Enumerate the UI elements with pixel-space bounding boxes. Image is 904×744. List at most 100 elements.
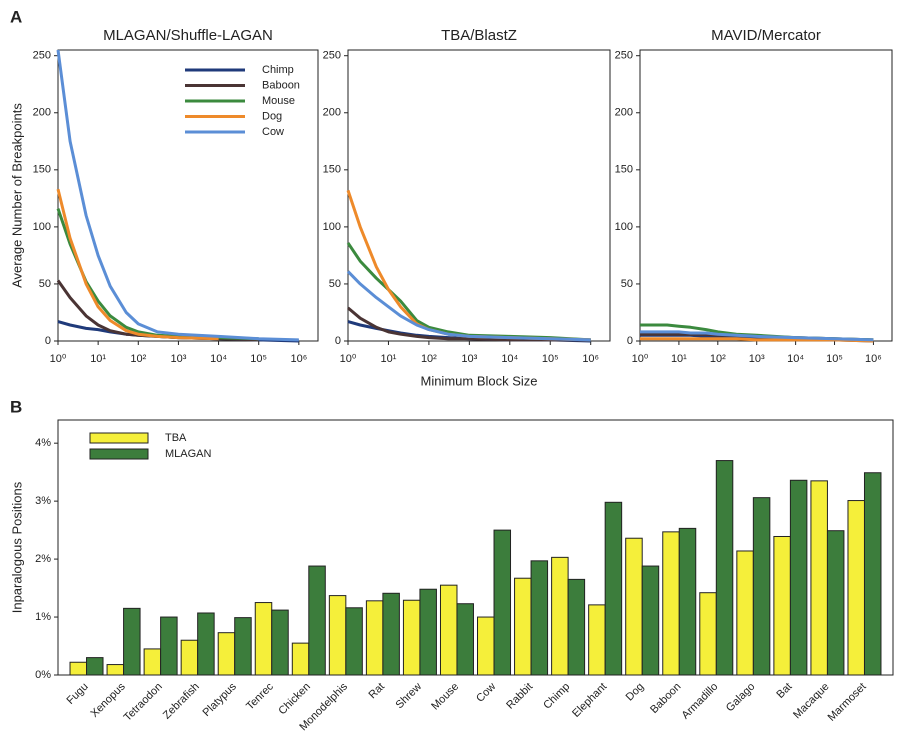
- x-tick-label: Baboon: [648, 681, 683, 716]
- bar: [86, 657, 104, 676]
- y-tick-label: 0: [335, 335, 341, 347]
- legend-label: Baboon: [262, 79, 300, 91]
- y-tick-label: 100: [323, 221, 341, 233]
- series-line: [346, 189, 591, 342]
- y-tick-label: 50: [39, 278, 51, 290]
- y-tick-label: 100: [615, 221, 633, 233]
- x-tick-label: Fugu: [64, 681, 90, 707]
- x-tick-label: Shrew: [394, 681, 425, 712]
- x-tick-label: Galago: [724, 681, 758, 715]
- series-line: [640, 337, 874, 343]
- bar: [678, 527, 697, 676]
- x-tick-label: 10⁰: [340, 353, 357, 365]
- bar: [863, 472, 882, 676]
- bar: [365, 600, 384, 676]
- y-tick-label: 0: [627, 335, 633, 347]
- plot-frame: [57, 419, 894, 676]
- x-tick-label: 10⁶: [865, 353, 882, 365]
- x-tick-label: Cow: [474, 681, 498, 705]
- bar: [625, 537, 643, 676]
- bar: [345, 607, 363, 676]
- x-tick-label: 10¹: [671, 353, 687, 365]
- y-tick-label: 50: [329, 278, 341, 290]
- x-tick-label: Tenrec: [244, 680, 276, 712]
- x-tick-label: 10⁵: [250, 353, 267, 365]
- x-tick-label: Tetraodon: [122, 681, 165, 724]
- bar: [402, 599, 421, 676]
- x-tick-label: Zebrafish: [161, 681, 202, 722]
- x-tick-label: 10⁵: [826, 353, 843, 365]
- y-tick-label: 1%: [35, 611, 51, 623]
- bar: [773, 535, 791, 676]
- x-tick-label: Rabbit: [504, 681, 535, 712]
- bar: [308, 565, 326, 676]
- legend-swatch: [89, 448, 149, 460]
- bar: [271, 609, 289, 676]
- bar: [160, 616, 178, 676]
- legend-label: Cow: [262, 126, 284, 138]
- panel-label: B: [10, 397, 22, 416]
- legend-label: Dog: [262, 110, 282, 122]
- x-tick-label: 10⁵: [542, 353, 559, 365]
- bar: [234, 617, 252, 676]
- bar: [588, 604, 606, 676]
- y-tick-label: 200: [323, 107, 341, 119]
- x-tick-label: Dog: [624, 681, 647, 704]
- y-axis-label: Average Number of Breakpoints: [9, 103, 24, 288]
- y-tick-label: 250: [33, 50, 51, 62]
- bar: [789, 479, 808, 676]
- x-tick-label: 10²: [421, 353, 437, 365]
- y-tick-label: 3%: [35, 495, 51, 507]
- bar: [736, 550, 754, 676]
- legend-label: MLAGAN: [165, 448, 212, 460]
- y-tick-label: 150: [33, 164, 51, 176]
- chart-title: TBA/BlastZ: [441, 27, 517, 44]
- x-tick-label: 10³: [170, 353, 186, 365]
- bar: [123, 607, 141, 676]
- x-tick-label: 10⁴: [210, 353, 227, 365]
- y-tick-label: 100: [33, 221, 51, 233]
- x-tick-label: Marmoset: [826, 681, 869, 724]
- legend-swatch: [89, 432, 149, 444]
- bar: [604, 501, 623, 676]
- bar: [530, 560, 549, 676]
- bar: [514, 577, 532, 676]
- legend-label: Mouse: [262, 95, 295, 107]
- bar: [106, 664, 125, 676]
- bar: [439, 584, 458, 676]
- y-tick-label: 250: [323, 50, 341, 62]
- plot-frame: [347, 49, 611, 342]
- bar: [382, 592, 400, 676]
- y-tick-label: 150: [615, 164, 633, 176]
- y-tick-label: 0: [45, 335, 51, 347]
- bar: [69, 661, 88, 676]
- series-line: [56, 188, 219, 341]
- y-tick-label: 200: [33, 107, 51, 119]
- series-line: [346, 270, 591, 342]
- bar: [493, 529, 512, 676]
- x-tick-label: Bat: [774, 681, 794, 701]
- panel-label: A: [10, 7, 22, 26]
- x-tick-label: 10⁴: [787, 353, 804, 365]
- y-axis-label: Inparalogous Positions: [9, 481, 24, 613]
- bar: [567, 578, 586, 676]
- x-tick-label: 10⁴: [501, 353, 518, 365]
- series-line: [346, 242, 591, 342]
- series-line: [56, 49, 299, 342]
- bar: [847, 500, 865, 676]
- bar: [197, 612, 215, 676]
- bar: [477, 616, 495, 676]
- x-tick-label: Mouse: [429, 681, 461, 713]
- x-tick-label: Rat: [366, 681, 387, 702]
- x-tick-label: Elephant: [570, 681, 609, 720]
- y-tick-label: 250: [615, 50, 633, 62]
- x-tick-label: 10⁰: [50, 353, 67, 365]
- bar: [699, 592, 717, 676]
- x-axis-label: Minimum Block Size: [420, 373, 537, 388]
- plot-frame: [57, 49, 319, 342]
- y-tick-label: 150: [323, 164, 341, 176]
- bar: [180, 639, 199, 676]
- series-line: [347, 306, 591, 342]
- bar: [826, 530, 845, 676]
